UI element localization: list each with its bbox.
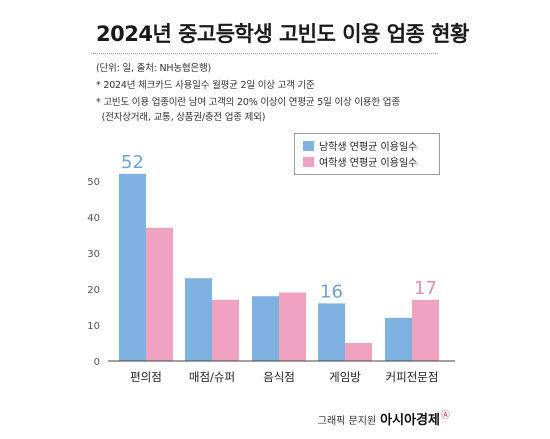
x-category-label: 매점/슈퍼 (189, 370, 235, 384)
legend: 남학생 연평균 이용일수 여학생 연평균 이용일수 (294, 133, 440, 175)
criteria-note: * 2024년 체크카드 사용일수 월평균 2일 이상 고객 기준 (96, 80, 315, 91)
x-category-label: 음식점 (263, 370, 295, 384)
credit-text: 그래픽 문지원 (317, 416, 377, 427)
y-tick-label: 20 (87, 285, 100, 296)
title-divider (93, 53, 438, 54)
data-label: 16 (320, 281, 343, 302)
bar-girls (212, 299, 239, 361)
bar-boys (185, 278, 212, 361)
legend-swatch-boys (303, 141, 314, 151)
bar-boys (119, 173, 146, 361)
y-tick-label: 10 (87, 321, 100, 332)
bar-boys (318, 303, 345, 361)
x-category-label: 게임방 (329, 370, 361, 384)
y-tick-label: 0 (94, 357, 100, 368)
publisher-logo: 아시아경제 (380, 413, 440, 428)
publisher-logo-mark: Ⓐ (440, 411, 450, 421)
bar-girls (146, 227, 173, 361)
legend-item-girls: 여학생 연평균 이용일수 (303, 157, 417, 169)
y-tick-label: 40 (87, 213, 100, 224)
bar-boys (252, 296, 279, 361)
definition-note: * 고빈도 이용 업종이란 남여 고객의 20% 이상이 연평균 5일 이상 이… (96, 97, 400, 108)
legend-swatch-girls (303, 157, 314, 167)
graphic-credit: 그래픽 문지원 아시아경제Ⓐ (318, 408, 450, 428)
chart-title: 2024년 중고등학생 고빈도 이용 업종 현황 (96, 22, 469, 46)
legend-label-girls: 여학생 연평균 이용일수 (319, 158, 418, 169)
legend-label-boys: 남학생 연평균 이용일수 (319, 142, 418, 153)
x-category-label: 편의점 (130, 370, 162, 384)
bar-boys (385, 317, 412, 361)
bar-girls (279, 292, 306, 361)
bar-girls (412, 299, 439, 361)
x-category-label: 커피전문점 (386, 370, 439, 384)
data-label: 52 (121, 152, 144, 173)
y-tick-label: 50 (87, 177, 100, 188)
data-label: 17 (414, 278, 437, 299)
y-tick-label: 30 (87, 249, 100, 260)
legend-item-boys: 남학생 연평균 이용일수 (303, 141, 417, 153)
bar-girls (345, 343, 372, 361)
exclusion-note: (전자상거래, 교통, 상품권/충전 업종 제외) (96, 112, 266, 123)
unit-source-note: (단위: 일, 출처: NH농협은행) (96, 63, 212, 74)
